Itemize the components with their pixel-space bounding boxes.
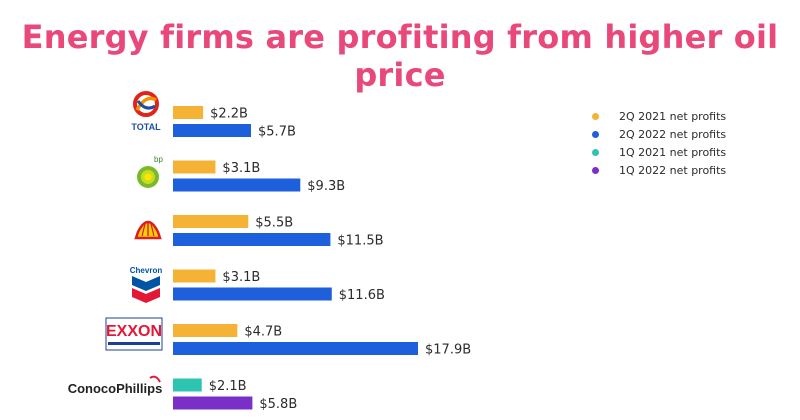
legend-label: 1Q 2021 net profits	[619, 145, 727, 159]
legend-item: 1Q 2021 net profits	[592, 143, 726, 161]
bar-value-label: $5.5B	[255, 216, 293, 231]
bar-value-label: $2.2B	[210, 107, 248, 122]
bar-chevron-curr	[173, 287, 332, 301]
legend-swatch	[592, 166, 599, 174]
legend-label: 2Q 2021 net profits	[619, 109, 727, 123]
total-logo-text: TOTAL	[131, 122, 161, 132]
chevron-logo: Chevron	[130, 266, 163, 303]
bar-conocophillips-curr	[173, 396, 253, 410]
exxon-logo: EXXON	[105, 317, 163, 351]
bar-total-curr	[173, 124, 252, 137]
bar-value-label: $5.7B	[258, 125, 296, 140]
bp-logo: bp	[137, 155, 163, 188]
total-logo: TOTAL	[131, 91, 161, 132]
bar-bp-curr	[173, 178, 301, 192]
legend-swatch	[592, 130, 599, 138]
bar-value-label: $11.6B	[339, 288, 385, 303]
exxon-logo-text: EXXON	[106, 323, 162, 340]
legend-label: 2Q 2022 net profits	[619, 127, 727, 141]
legend-label: 1Q 2022 net profits	[619, 163, 727, 177]
legend-item: 2Q 2021 net profits	[592, 107, 726, 125]
conocophillips-logo-text: ConocoPhillips	[68, 381, 163, 396]
bar-value-label: $9.3B	[307, 179, 345, 194]
bar-bp-prev	[173, 160, 216, 174]
bar-exxonmobil-prev	[173, 324, 238, 337]
bar-chevron-prev	[173, 269, 216, 283]
bar-exxonmobil-curr	[173, 342, 418, 355]
shell-logo	[134, 220, 162, 240]
bar-value-label: $17.9B	[425, 343, 471, 358]
chart-title: Energy firms are profiting from higher o…	[21, 18, 779, 94]
bar-value-label: $4.7B	[244, 325, 282, 340]
bar-shell-curr	[173, 233, 331, 246]
conocophillips-logo: ConocoPhillips	[68, 375, 163, 396]
legend-item: 1Q 2022 net profits	[592, 161, 726, 179]
legend-item: 2Q 2022 net profits	[592, 125, 726, 143]
legend-swatch	[592, 148, 599, 156]
bar-conocophillips-prev	[173, 378, 202, 392]
legend: 2Q 2021 net profits 2Q 2022 net profits …	[592, 107, 726, 179]
bars-group: $2.2B $5.7B $3.1B $9.3B $5.5B $11.5B $3.1B $11.…	[173, 106, 471, 412]
bp-logo-text: bp	[154, 155, 163, 164]
bar-value-label: $3.1B	[222, 161, 260, 176]
bar-total-prev	[173, 106, 204, 119]
chevron-logo-text: Chevron	[130, 266, 163, 275]
bar-value-label: $2.1B	[209, 379, 247, 394]
bar-shell-prev	[173, 215, 249, 228]
bar-value-label: $11.5B	[337, 234, 383, 249]
bar-value-label: $3.1B	[222, 270, 260, 285]
legend-swatch	[592, 112, 599, 120]
bar-value-label: $5.8B	[259, 397, 297, 412]
